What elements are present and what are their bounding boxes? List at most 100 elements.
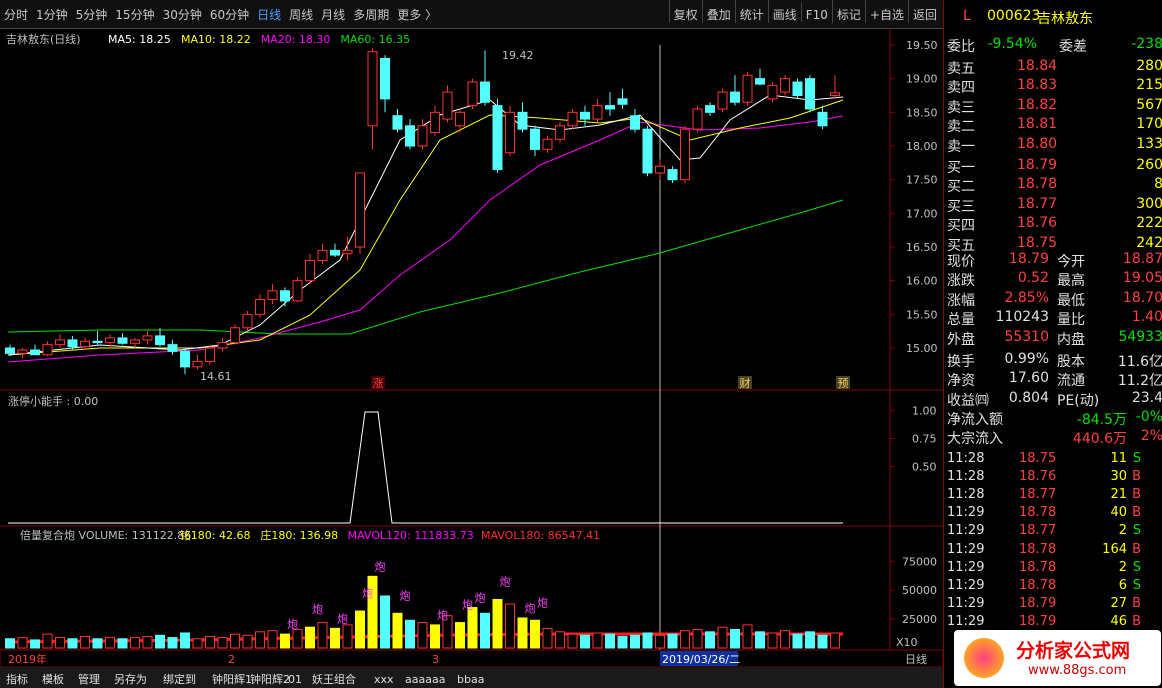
tool-button[interactable]: F10 (800, 2, 832, 22)
tool-button[interactable]: 标记 (831, 0, 865, 23)
stat-value: 11.2亿 (1117, 373, 1162, 390)
volume-bar (392, 612, 403, 649)
tool-button[interactable]: 叠加 (701, 0, 735, 23)
stock-name: 吉林敖东 (1037, 11, 1093, 27)
candle-body (105, 337, 115, 344)
trade-volume: 46 (1110, 613, 1127, 629)
flow-label: 大宗流入 (947, 431, 1003, 448)
candle-body (42, 344, 53, 356)
candle-body (367, 51, 378, 127)
bottom-tab[interactable]: xxx (374, 673, 394, 686)
stat-label: 收益㈣ (947, 392, 989, 409)
tool-button[interactable]: 画线 (767, 0, 801, 23)
stat-value: 0.52 (1017, 270, 1049, 287)
trade-row: 11:29 18.77 2 S (947, 523, 1162, 542)
flow-value: 440.6万 (1072, 431, 1127, 448)
volume-bar (55, 637, 65, 649)
bottom-tab[interactable]: 钟阳辉1 (212, 672, 252, 686)
tool-button[interactable]: +自选 (864, 0, 908, 23)
bottom-tab[interactable]: 指标 (6, 672, 28, 686)
candle-body (680, 128, 690, 181)
period-tab[interactable]: 60分钟 (209, 8, 250, 22)
bottom-tab[interactable]: 妖王组合 (312, 672, 356, 686)
bottom-tab[interactable]: 另存为 (114, 672, 147, 686)
book-volume: 215 (1136, 77, 1162, 94)
trade-row: 11:29 18.78 40 B (947, 505, 1162, 524)
trade-price: 18.78 (1019, 505, 1057, 521)
volume-label: MAVOL180: 86547.41 (481, 529, 600, 542)
volume-bar (230, 633, 240, 649)
candle-body (205, 347, 215, 362)
bottom-tab[interactable]: bbaa (457, 673, 484, 686)
trade-side: B (1132, 595, 1141, 611)
candle-body (642, 128, 653, 174)
candle-body (130, 339, 140, 344)
period-tab[interactable]: 分时 (4, 8, 29, 22)
bottom-tab[interactable]: 模板 (42, 672, 64, 686)
tool-button[interactable]: 复权 (668, 0, 702, 23)
bottom-tab[interactable]: 绑定到 (163, 672, 196, 686)
trade-time: 11:29 (947, 577, 985, 593)
candle-body (530, 128, 540, 150)
volume-bar (580, 634, 590, 649)
candle-body (305, 259, 315, 282)
bottom-tab[interactable]: 01 (288, 673, 302, 686)
order-row: 卖五 18.84 280 (947, 58, 1162, 77)
volume-bar (730, 629, 740, 649)
weibi-cell: 委差 (1059, 39, 1087, 55)
volume-bar (130, 637, 140, 649)
tool-button[interactable]: 返回 (907, 0, 941, 23)
candle-body (755, 78, 765, 85)
period-tab[interactable]: 15分钟 (115, 8, 155, 22)
candle-body (405, 125, 415, 147)
event-marker-bg (738, 376, 752, 389)
signal-label: 炮 (400, 589, 411, 602)
period-tab[interactable]: 日线 (257, 8, 282, 22)
bottom-tab[interactable]: 管理 (78, 672, 100, 686)
period-tab[interactable]: 1分钟 (36, 8, 68, 22)
signal-label: 炮 (537, 596, 548, 609)
y-tick-label: 25000 (902, 613, 937, 626)
volume-bar (692, 629, 703, 649)
stat-row: 涨幅 2.85% 最低 18.70 (947, 290, 1162, 309)
period-tab[interactable]: 多周期 (353, 8, 390, 22)
flow-pct: 2% (1140, 428, 1162, 445)
period-tab[interactable]: 月线 (321, 8, 346, 22)
bottom-tab[interactable]: aaaaaa (405, 673, 445, 686)
candle-body (217, 342, 228, 349)
volume-bar (567, 633, 578, 649)
candle-body (117, 337, 128, 344)
trade-price: 18.76 (1019, 469, 1057, 485)
stat-label: 最低 (1057, 292, 1085, 309)
volume-bar (655, 634, 665, 649)
y-tick-label: 19.50 (906, 39, 938, 52)
period-tab[interactable]: 30分钟 (162, 8, 202, 22)
flow-pct: -0% (1135, 409, 1162, 425)
period-tab[interactable]: 更多 〉 (397, 8, 438, 22)
bottom-tab[interactable]: 钟阳辉2 (250, 672, 290, 686)
trade-side: S (1132, 577, 1141, 593)
book-volume: 242 (1136, 234, 1162, 251)
period-tab[interactable]: 5分钟 (75, 8, 108, 22)
book-price: 18.76 (1017, 215, 1058, 232)
candle-body (55, 339, 65, 346)
candle-body (555, 125, 565, 140)
book-price: 18.79 (1017, 157, 1058, 173)
period-tab[interactable]: 周线 (289, 8, 314, 22)
candle-body (542, 138, 553, 150)
candle-body (317, 249, 328, 261)
trade-volume: 40 (1110, 505, 1127, 521)
tool-button[interactable]: 统计 (734, 0, 768, 23)
volume-bar (630, 634, 640, 649)
order-row: 卖四 18.83 215 (947, 77, 1162, 96)
volume-bar (155, 634, 165, 649)
volume-bar (330, 627, 340, 649)
candle-body (567, 111, 578, 127)
book-label: 卖四 (947, 80, 975, 97)
candle-body (5, 347, 15, 354)
stat-label: 流通 (1057, 373, 1085, 390)
order-row: 买四 18.76 222 (947, 215, 1162, 234)
volume-bar (642, 632, 653, 649)
volume-bar (267, 630, 278, 649)
high-label: 19.42 (502, 49, 534, 62)
